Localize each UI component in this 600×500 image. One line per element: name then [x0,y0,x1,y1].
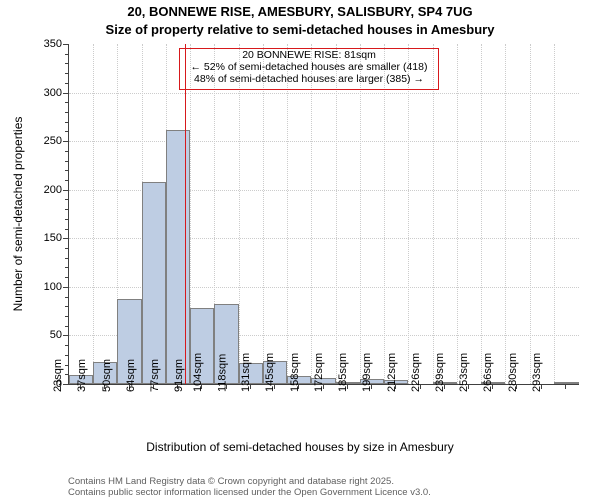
x-tick-label: 280sqm [507,353,519,392]
h-gridline [69,93,579,94]
subject-marker-line [185,44,186,384]
y-minor-tick [65,229,68,230]
y-tick-mark [63,93,68,94]
y-minor-tick [65,161,68,162]
y-tick-label: 100 [34,281,62,293]
y-minor-tick [65,122,68,123]
y-tick-mark [63,190,68,191]
chart-root: 20, BONNEWE RISE, AMESBURY, SALISBURY, S… [0,0,600,500]
x-tick-label: 131sqm [240,353,252,392]
annotation-line: 48% of semi-detached houses are larger (… [180,73,438,85]
x-tick-label: 172sqm [313,353,325,392]
x-tick-label: 212sqm [385,353,397,392]
y-tick-mark [63,44,68,45]
v-gridline [554,44,555,384]
y-minor-tick [65,326,68,327]
y-minor-tick [65,345,68,346]
annotation-line: 20 BONNEWE RISE: 81sqm [180,49,438,61]
y-minor-tick [65,277,68,278]
x-tick-label: 118sqm [216,354,228,392]
x-tick-label: 145sqm [264,353,276,392]
x-tick-label: 226sqm [410,353,422,392]
y-minor-tick [65,73,68,74]
y-minor-tick [65,258,68,259]
v-gridline [530,44,531,384]
y-minor-tick [65,297,68,298]
x-tick-label: 199sqm [361,353,373,392]
y-tick-mark [63,335,68,336]
y-minor-tick [65,209,68,210]
y-minor-tick [65,365,68,366]
x-tick-label: 77sqm [149,359,161,392]
v-gridline [457,44,458,384]
y-minor-tick [65,112,68,113]
v-gridline [287,44,288,384]
x-tick-label: 266sqm [482,353,494,392]
x-tick-label: 23sqm [52,359,64,392]
annotation-line: ← 52% of semi-detached houses are smalle… [180,61,438,73]
v-gridline [505,44,506,384]
y-axis-title: Number of semi-detached properties [11,117,25,312]
x-tick-label: 158sqm [288,353,300,392]
y-minor-tick [65,248,68,249]
y-minor-tick [65,83,68,84]
y-minor-tick [65,219,68,220]
y-minor-tick [65,374,68,375]
v-gridline [481,44,482,384]
y-minor-tick [65,316,68,317]
x-axis-title: Distribution of semi-detached houses by … [0,440,600,454]
x-tick-label: 64sqm [125,359,137,392]
y-tick-label: 200 [34,184,62,196]
y-minor-tick [65,199,68,200]
x-tick-label: 104sqm [191,353,203,392]
v-gridline [93,44,94,384]
y-tick-mark [63,238,68,239]
x-tick-label: 239sqm [434,353,446,392]
v-gridline [408,44,409,384]
v-gridline [336,44,337,384]
x-tick-label: 253sqm [458,353,470,392]
y-minor-tick [65,151,68,152]
x-tick-label: 293sqm [531,353,543,392]
histogram-bar [166,130,190,385]
y-minor-tick [65,54,68,55]
x-tick-label: 91sqm [173,359,185,392]
v-gridline [360,44,361,384]
y-tick-label: 150 [34,232,62,244]
chart-title-line1: 20, BONNEWE RISE, AMESBURY, SALISBURY, S… [0,4,600,19]
y-minor-tick [65,306,68,307]
attribution-text: Contains HM Land Registry data © Crown c… [68,476,431,499]
x-tick-label: 185sqm [337,353,349,392]
attribution-line2: Contains public sector information licen… [68,487,431,498]
v-gridline [239,44,240,384]
y-tick-mark [63,141,68,142]
y-minor-tick [65,170,68,171]
y-tick-label: 300 [34,87,62,99]
subject-annotation-box: 20 BONNEWE RISE: 81sqm← 52% of semi-deta… [179,48,439,90]
y-tick-label: 50 [34,329,62,341]
x-tick-label: 50sqm [101,359,113,392]
x-tick-label: 37sqm [76,359,88,392]
v-gridline [384,44,385,384]
histogram-bar [142,182,166,384]
chart-title-line2: Size of property relative to semi-detach… [0,22,600,37]
y-tick-label: 350 [34,38,62,50]
y-minor-tick [65,63,68,64]
v-gridline [433,44,434,384]
y-minor-tick [65,102,68,103]
y-minor-tick [65,131,68,132]
plot-area: 20 BONNEWE RISE: 81sqm← 52% of semi-deta… [68,44,579,385]
h-gridline [69,141,579,142]
x-tick-mark [565,384,566,389]
attribution-line1: Contains HM Land Registry data © Crown c… [68,476,431,487]
y-minor-tick [65,355,68,356]
y-minor-tick [65,267,68,268]
v-gridline [263,44,264,384]
y-minor-tick [65,180,68,181]
y-tick-label: 250 [34,135,62,147]
v-gridline [311,44,312,384]
y-tick-mark [63,287,68,288]
